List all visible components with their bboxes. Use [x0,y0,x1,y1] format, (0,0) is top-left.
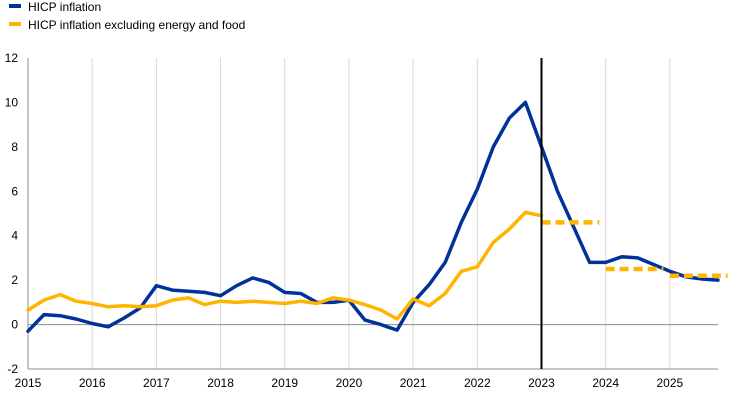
y-tick-label: 4 [11,229,18,243]
y-tick-label: 12 [5,51,19,65]
y-tick-label: 0 [11,318,18,332]
y-tick-label: 2 [11,273,18,287]
legend-swatch-hicp [9,4,21,8]
x-tick-label: 2018 [207,376,234,390]
x-tick-label: 2019 [271,376,298,390]
x-tick-label: 2023 [528,376,555,390]
series-line-hicp-core [26,210,544,321]
y-tick-label: 6 [11,184,18,198]
x-tick-label: 2024 [592,376,619,390]
gridlines [91,58,671,369]
legend-label-hicp-core: HICP inflation excluding energy and food [28,18,245,32]
x-tick-label: 2021 [400,376,427,390]
legend-swatch-hicp-core [9,22,21,26]
x-tick-label: 2015 [15,376,42,390]
x-tick-label: 2016 [79,376,106,390]
legend-label-hicp: HICP inflation [28,0,101,14]
x-tick-label: 2022 [464,376,491,390]
y-tick-label: 10 [5,95,19,109]
x-tick-label: 2017 [143,376,170,390]
x-tick-label: 2020 [336,376,363,390]
y-tick-label: 8 [11,140,18,154]
plot-area [26,58,728,369]
x-tick-label: 2025 [657,376,684,390]
legend: HICP inflation HICP inflation excluding … [9,0,245,32]
axes: -2 0 2 4 6 8 10 12 2015 2016 2017 2018 2019 2020 2021 2… [5,51,718,390]
y-tick-label: -2 [7,362,18,376]
series-line-hicp [26,100,720,333]
